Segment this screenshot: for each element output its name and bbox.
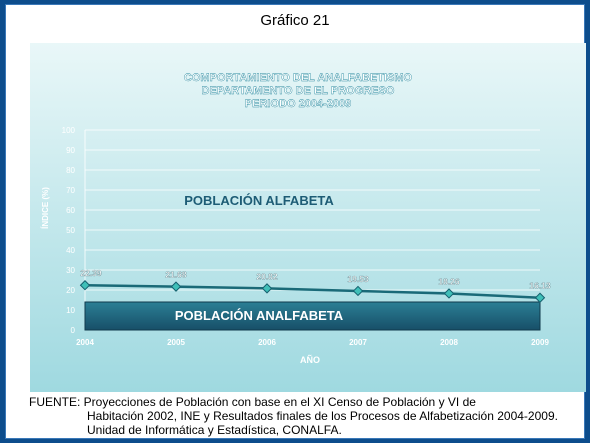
chart-title-line: PERIODO 2004-2009 xyxy=(245,98,351,110)
x-tick-label: 2008 xyxy=(440,338,458,347)
lower-band xyxy=(84,301,541,331)
y-tick-label: 70 xyxy=(66,186,75,195)
slide: Gráfico 21 COMPORTAMIENTO DEL ANALFABETI… xyxy=(5,4,586,439)
data-labels: 22.39 21.68 20.82 19.53 18.26 16.13 xyxy=(80,268,551,291)
data-point xyxy=(261,283,273,294)
line-chart: COMPORTAMIENTO DEL ANALFABETISMODEPARTAM… xyxy=(30,43,586,392)
data-label: 22.39 xyxy=(80,268,102,278)
series-line-path xyxy=(84,283,541,299)
y-tick-label: 50 xyxy=(66,226,75,235)
x-tick-labels: 2004 2005 2006 2007 2008 2009 xyxy=(76,338,549,347)
x-tick-label: 2009 xyxy=(531,338,549,347)
data-point xyxy=(534,292,546,303)
y-tick-label: 80 xyxy=(66,166,75,175)
x-tick-label: 2007 xyxy=(349,338,367,347)
y-tick-label: 60 xyxy=(66,206,75,215)
chart-title-line: DEPARTAMENTO DE EL PROGRESO xyxy=(202,85,395,97)
data-label: 21.68 xyxy=(165,270,187,280)
series-markers xyxy=(79,280,546,303)
x-tick-label: 2005 xyxy=(167,338,185,347)
y-tick-label: 30 xyxy=(66,266,75,275)
y-tick-label: 10 xyxy=(66,306,75,315)
x-tick-label: 2006 xyxy=(258,338,276,347)
data-point xyxy=(443,288,455,299)
y-tick-label: 40 xyxy=(66,246,75,255)
data-label: 18.26 xyxy=(438,276,460,286)
chart-background xyxy=(30,43,586,392)
x-axis-label: AÑO xyxy=(300,355,320,365)
data-point xyxy=(170,281,182,292)
y-tick-label: 0 xyxy=(71,326,76,335)
lower-band-rect xyxy=(84,301,541,331)
source-line-1: FUENTE: Proyecciones de Población con ba… xyxy=(29,395,476,409)
series-line xyxy=(84,283,541,299)
data-label: 19.53 xyxy=(347,274,369,284)
data-point xyxy=(79,280,91,291)
data-label: 20.82 xyxy=(256,271,278,281)
region-label-upper: POBLACIÓN ALFABETA xyxy=(184,193,334,208)
data-label: 16.13 xyxy=(529,281,551,291)
source-line-2: Habitación 2002, INE y Resultados finale… xyxy=(87,409,558,423)
y-tick-label: 100 xyxy=(62,126,76,135)
y-tick-label: 90 xyxy=(66,146,75,155)
chart-container: COMPORTAMIENTO DEL ANALFABETISMO DEPARTAM… xyxy=(30,43,586,392)
slide-title: Gráfico 21 xyxy=(260,12,330,29)
x-tick-label: 2004 xyxy=(76,338,94,347)
source-note: FUENTE: Proyecciones de Población con ba… xyxy=(29,395,589,437)
region-label-lower: POBLACIÓN ANALFABETA xyxy=(175,308,344,323)
y-tick-label: 20 xyxy=(66,286,75,295)
chart-title: COMPORTAMIENTO DEL ANALFABETISMODEPARTAM… xyxy=(184,72,413,110)
chart-title-line: COMPORTAMIENTO DEL ANALFABETISMO xyxy=(184,72,413,84)
y-axis-label: ÍNDICE (%) xyxy=(41,187,50,229)
data-point xyxy=(352,285,364,297)
y-tick-labels: 0 10 20 30 40 50 60 70 80 90 100 xyxy=(62,126,76,335)
source-line-3: Unidad de Informática y Estadística, CON… xyxy=(87,423,342,437)
